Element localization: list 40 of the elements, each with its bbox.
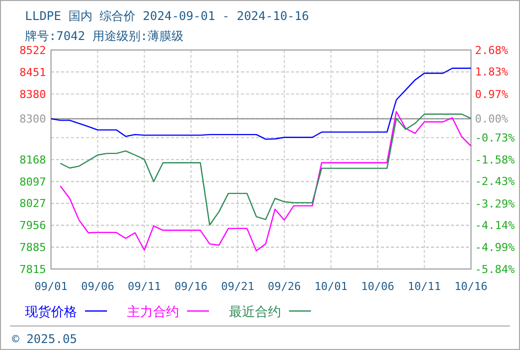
x-tick-label: 10/11 [408,280,441,293]
y2-tick-label: 2.68% [475,44,508,57]
y-tick-label: 7885 [20,241,46,254]
y-tick-label: 8522 [20,44,46,57]
chart-subtitle: 牌号:7042 用途级别:薄膜级 [25,29,184,43]
y2-tick-label: -0.73% [475,132,516,144]
chart-title: LLDPE 国内 综合价 2024-09-01 - 2024-10-16 [25,9,309,23]
y2-tick-label: 0.97% [475,88,508,101]
legend-label: 主力合约 [127,304,179,320]
y2-tick-label: -5.84% [475,262,516,276]
legend-label: 现货价格 [25,305,77,320]
x-tick-label: 09/21 [221,280,254,293]
y-tick-label: 8027 [20,197,46,210]
x-tick-label: 10/16 [454,280,488,293]
x-tick-label: 09/16 [174,280,208,293]
y2-tick-label: 0.00% [475,112,508,126]
y2-tick-label: -4.14% [475,219,516,232]
line-series [60,111,472,252]
y-tick-label: 8168 [20,154,46,167]
legend-label: 最近合约 [229,305,281,320]
y-tick-label: 7956 [20,219,46,232]
x-tick-label: 10/01 [314,280,348,293]
y-tick-label: 8300 [20,112,46,126]
y2-tick-label: 1.83% [475,66,508,79]
x-tick-label: 09/06 [81,280,114,293]
x-tick-label: 09/11 [128,280,161,293]
y2-tick-label: -1.58% [475,153,516,166]
y-tick-label: 7815 [20,262,46,276]
x-tick-label: 09/26 [268,280,301,293]
line-series [60,114,472,226]
y-tick-label: 8097 [20,176,46,188]
y2-tick-label: -3.29% [475,197,516,210]
y-tick-label: 8380 [20,88,46,101]
y2-tick-label: -2.43% [475,175,516,188]
y-tick-label: 8451 [20,66,46,79]
y2-tick-label: -4.99% [475,241,516,254]
x-tick-label: 09/01 [34,280,68,293]
text: © 2025.05 [12,332,78,346]
x-tick-label: 10/06 [361,280,394,293]
line-series [50,68,472,140]
